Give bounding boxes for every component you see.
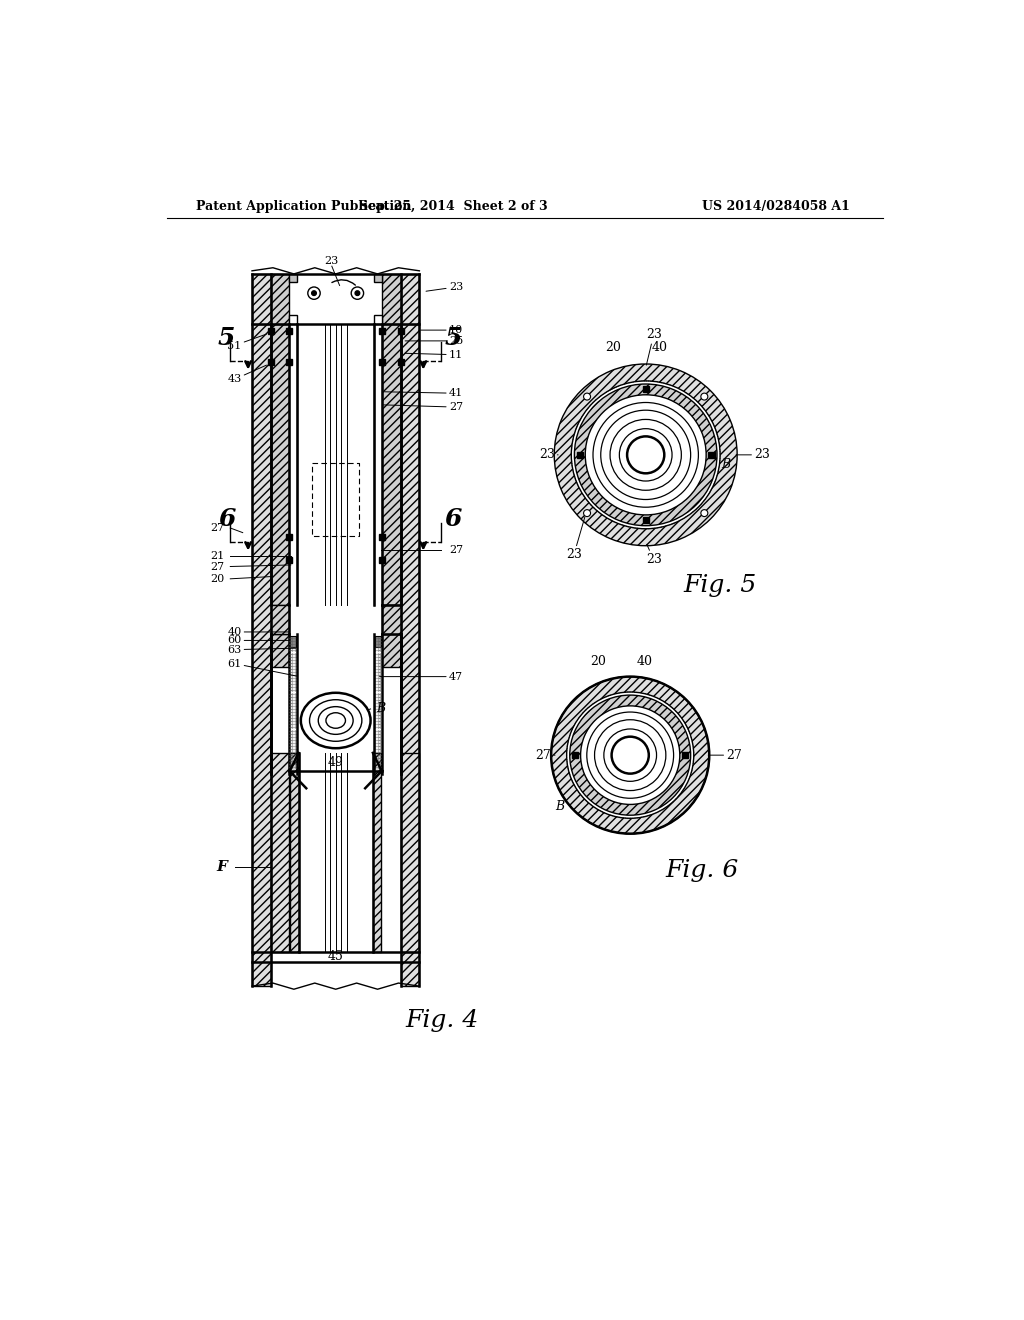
Text: 43: 43	[227, 366, 266, 384]
Bar	[577, 451, 583, 458]
Text: US 2014/0284058 A1: US 2014/0284058 A1	[701, 199, 849, 213]
Text: Sep. 25, 2014  Sheet 2 of 3: Sep. 25, 2014 Sheet 2 of 3	[359, 199, 548, 213]
Text: Fig. 5: Fig. 5	[683, 574, 756, 597]
Text: 20: 20	[210, 574, 224, 583]
Wedge shape	[554, 364, 737, 545]
Ellipse shape	[301, 693, 371, 748]
Text: 27: 27	[536, 748, 555, 762]
Circle shape	[700, 510, 708, 516]
Bar	[286, 359, 292, 364]
Bar	[267, 327, 273, 334]
Text: B: B	[376, 702, 385, 715]
Text: 23: 23	[646, 329, 662, 366]
Text: 11: 11	[406, 350, 463, 360]
Text: 61: 61	[227, 659, 297, 676]
Text: 20: 20	[590, 655, 605, 668]
Bar	[375, 314, 382, 323]
Text: 23: 23	[539, 449, 558, 462]
Text: 5: 5	[444, 326, 462, 350]
Text: 40: 40	[651, 341, 668, 354]
Text: 6: 6	[218, 507, 236, 531]
Text: 49: 49	[328, 756, 344, 770]
Bar	[382, 635, 400, 667]
Text: 27: 27	[383, 403, 463, 412]
Text: B: B	[555, 800, 564, 813]
Bar	[382, 605, 400, 635]
Bar	[270, 605, 289, 635]
Bar	[286, 535, 292, 540]
Bar	[252, 275, 270, 323]
Wedge shape	[551, 677, 710, 834]
Text: 23: 23	[566, 517, 585, 561]
Circle shape	[311, 290, 316, 296]
Text: 27: 27	[449, 545, 463, 554]
Bar	[400, 752, 420, 952]
Text: 6: 6	[444, 507, 462, 531]
Bar	[375, 636, 381, 647]
Text: 23: 23	[426, 282, 463, 292]
Bar	[267, 359, 273, 364]
Wedge shape	[574, 384, 717, 525]
Text: 25: 25	[406, 335, 463, 346]
Bar	[379, 535, 385, 540]
Text: 23: 23	[646, 544, 662, 566]
Bar	[290, 636, 296, 647]
Text: 27: 27	[210, 523, 224, 533]
Bar	[643, 517, 649, 524]
Circle shape	[351, 286, 364, 300]
Bar	[709, 451, 715, 458]
Text: 20: 20	[605, 341, 622, 354]
Bar	[379, 327, 385, 334]
Circle shape	[355, 290, 359, 296]
Bar	[270, 275, 289, 323]
Text: Fig. 6: Fig. 6	[665, 859, 738, 882]
Text: 47: 47	[380, 672, 463, 681]
Bar	[289, 314, 297, 323]
Wedge shape	[569, 696, 690, 816]
Text: 21: 21	[210, 550, 224, 561]
Bar	[270, 635, 289, 667]
Bar	[270, 323, 289, 605]
Bar	[643, 387, 649, 392]
Bar	[397, 359, 403, 364]
Bar	[379, 359, 385, 364]
Text: 51: 51	[227, 334, 266, 351]
Text: 40: 40	[636, 655, 652, 668]
Bar	[289, 275, 297, 281]
Circle shape	[584, 393, 591, 400]
Text: 27: 27	[709, 748, 742, 762]
Bar	[286, 327, 292, 334]
Text: 5: 5	[218, 326, 236, 350]
Bar	[379, 557, 385, 564]
Text: 27: 27	[210, 561, 224, 572]
Bar	[682, 752, 688, 758]
Bar	[382, 275, 400, 323]
Text: 23: 23	[736, 449, 770, 462]
Bar	[373, 752, 381, 952]
Bar	[252, 323, 270, 986]
Text: 40: 40	[227, 627, 290, 638]
Bar	[375, 275, 382, 281]
Bar	[400, 323, 420, 986]
Bar	[290, 752, 299, 952]
Circle shape	[700, 393, 708, 400]
Text: 10: 10	[421, 325, 463, 335]
Text: B: B	[721, 458, 730, 471]
Bar	[400, 275, 420, 323]
Text: Fig. 4: Fig. 4	[406, 1010, 478, 1032]
Text: 23: 23	[325, 256, 339, 265]
Bar	[270, 752, 289, 952]
Bar	[286, 557, 292, 564]
Circle shape	[308, 286, 321, 300]
Bar	[382, 323, 400, 605]
Text: Patent Application Publication: Patent Application Publication	[197, 199, 412, 213]
Bar	[397, 327, 403, 334]
Text: 63: 63	[227, 644, 296, 655]
Text: 45: 45	[328, 950, 344, 964]
Bar	[572, 752, 579, 758]
Circle shape	[584, 510, 591, 516]
Text: F: F	[216, 859, 227, 874]
Text: 41: 41	[383, 388, 463, 399]
Text: 60: 60	[227, 635, 289, 645]
